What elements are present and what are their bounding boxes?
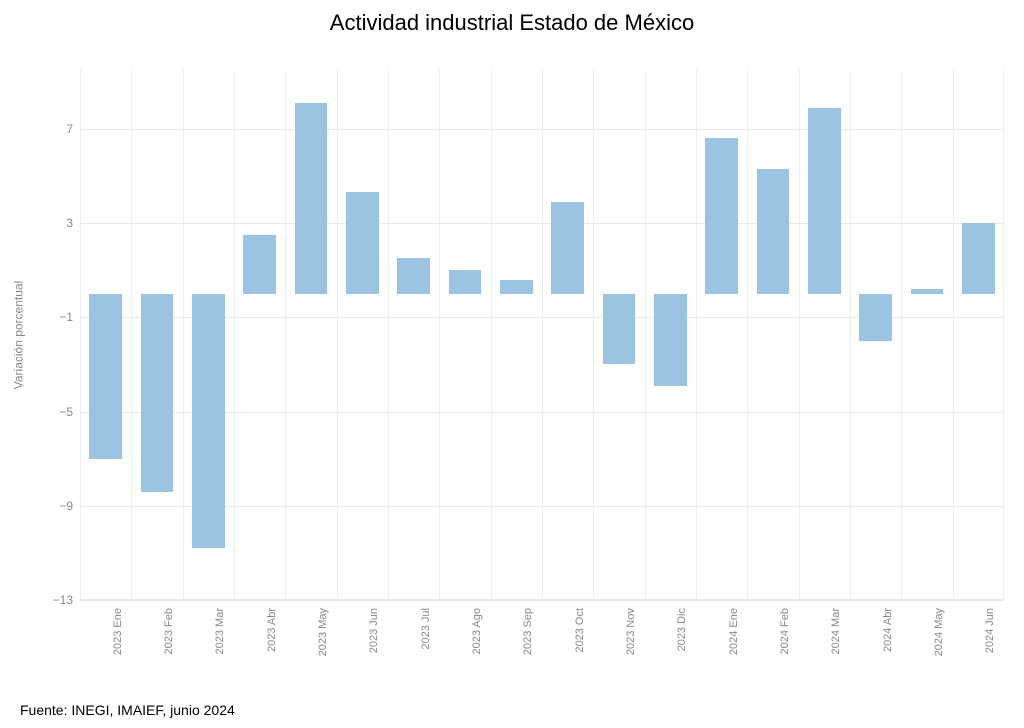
- xtick-label: 2024 Ene: [728, 608, 740, 708]
- bar-slot: [901, 70, 953, 600]
- bar-slot: [747, 70, 799, 600]
- ytick-label: −1: [35, 310, 73, 324]
- bar: [705, 138, 738, 293]
- xtick-label: 2023 Dic: [676, 608, 688, 708]
- bar: [500, 280, 533, 294]
- bar: [397, 258, 430, 293]
- ytick-label: 7: [35, 122, 73, 136]
- plot-area: [80, 70, 1004, 600]
- xtick-label: 2023 Feb: [163, 608, 175, 708]
- y-axis-label: Variación porcentual: [8, 70, 28, 600]
- bar: [449, 270, 482, 294]
- bar: [962, 223, 995, 294]
- bar: [808, 108, 841, 294]
- bar: [911, 289, 944, 294]
- bar-slot: [337, 70, 389, 600]
- xtick-label: 2023 Sep: [522, 608, 534, 708]
- source-text: Fuente: INEGI, IMAIEF, junio 2024: [20, 702, 235, 718]
- gridline: [80, 600, 1004, 601]
- xtick-label: 2023 May: [317, 608, 329, 708]
- bar: [603, 294, 636, 365]
- bar: [89, 294, 122, 459]
- chart-container: Actividad industrial Estado de México Va…: [0, 0, 1024, 728]
- bar-slot: [953, 70, 1005, 600]
- bar: [141, 294, 174, 492]
- xtick-label: 2023 Oct: [574, 608, 586, 708]
- ytick-label: −13: [35, 593, 73, 607]
- ytick-label: −9: [35, 499, 73, 513]
- bar-slot: [491, 70, 543, 600]
- ytick-label: 3: [35, 216, 73, 230]
- bar: [859, 294, 892, 341]
- bar: [346, 192, 379, 293]
- bar-slot: [542, 70, 594, 600]
- xtick-label: 2024 Jun: [984, 608, 996, 708]
- xtick-label: 2024 Feb: [779, 608, 791, 708]
- bar-slot: [439, 70, 491, 600]
- xtick-label: 2023 Mar: [214, 608, 226, 708]
- bar: [192, 294, 225, 548]
- xtick-label: 2024 Mar: [830, 608, 842, 708]
- bar: [654, 294, 687, 386]
- bar: [551, 202, 584, 294]
- ytick-label: −5: [35, 405, 73, 419]
- y-axis-label-text: Variación porcentual: [11, 281, 25, 390]
- plot-border-right: [1003, 70, 1004, 600]
- xtick-label: 2024 May: [933, 608, 945, 708]
- chart-title: Actividad industrial Estado de México: [0, 10, 1024, 36]
- bar-slot: [234, 70, 286, 600]
- bar: [757, 169, 790, 294]
- xtick-label: 2023 Jun: [368, 608, 380, 708]
- bar-slot: [388, 70, 440, 600]
- xtick-label: 2023 Nov: [625, 608, 637, 708]
- xtick-label: 2023 Jul: [420, 608, 432, 708]
- bar: [243, 235, 276, 294]
- xtick-label: 2023 Abr: [266, 608, 278, 708]
- xtick-label: 2023 Ene: [112, 608, 124, 708]
- xtick-label: 2023 Ago: [471, 608, 483, 708]
- xtick-label: 2024 Abr: [882, 608, 894, 708]
- bar: [295, 103, 328, 294]
